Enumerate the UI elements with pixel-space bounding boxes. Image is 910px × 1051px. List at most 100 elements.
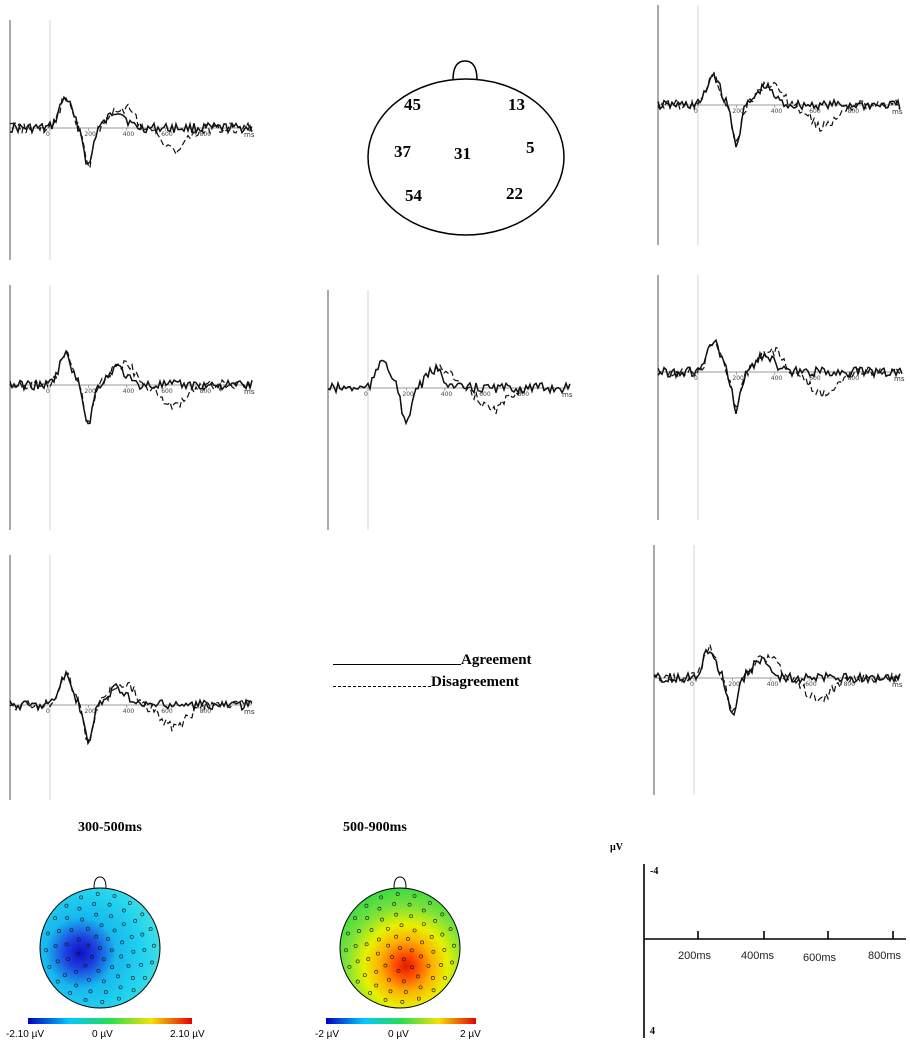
tick-label: 200 bbox=[732, 108, 744, 115]
erp-panel-31: 0 200 400 600 800 ms bbox=[326, 290, 574, 535]
electrode-dot bbox=[433, 919, 438, 923]
erp-panel-22: 0 200 400 600 800 ms bbox=[652, 545, 904, 800]
tick-label: 400 bbox=[767, 681, 779, 688]
electrode-dot bbox=[410, 965, 415, 970]
erp-plot-54: 0 200 400 600 800 ms bbox=[9, 555, 255, 800]
electrode-dot bbox=[344, 948, 348, 953]
electrode-dot bbox=[362, 973, 367, 977]
electrode-dot bbox=[421, 908, 426, 913]
electrode-dot bbox=[450, 960, 454, 965]
unit-label: ms bbox=[244, 131, 255, 139]
electrode-dot bbox=[401, 979, 406, 984]
electrode-dot bbox=[86, 943, 91, 948]
electrode-dot bbox=[374, 983, 379, 988]
scale-tick-label: 800ms bbox=[868, 950, 902, 962]
agreement-waveform bbox=[9, 349, 253, 425]
electrode-dot bbox=[368, 991, 373, 995]
electrode-dot bbox=[364, 903, 369, 908]
scale-tick-label: 200ms bbox=[678, 950, 712, 962]
disagreement-waveform bbox=[9, 672, 253, 744]
electrode-dot bbox=[106, 937, 110, 941]
disagreement-waveform bbox=[9, 349, 253, 423]
nose-shape bbox=[393, 876, 407, 889]
electrode-dot bbox=[419, 954, 424, 959]
tick-label: 800 bbox=[844, 681, 856, 688]
scale-mid-label: 0 µV bbox=[388, 1029, 409, 1040]
scale-top-label: -4 bbox=[650, 866, 658, 877]
electrode-dot bbox=[121, 922, 126, 927]
electrode-dot bbox=[80, 917, 84, 922]
tick-label: 600 bbox=[161, 388, 173, 395]
unit-label: ms bbox=[892, 681, 903, 689]
electrode-dot bbox=[98, 946, 102, 950]
electrode-dot bbox=[110, 965, 115, 970]
tick-label: 0 bbox=[46, 388, 50, 395]
electrode-dot bbox=[426, 963, 431, 968]
tick-label: 400 bbox=[123, 388, 135, 395]
tick-label: 0 bbox=[690, 681, 694, 688]
electrode-dot bbox=[448, 927, 453, 932]
electrode-dot bbox=[109, 914, 113, 919]
electrode-dot bbox=[442, 947, 447, 952]
electrode-dot bbox=[120, 940, 125, 945]
topomap-electrodes bbox=[44, 892, 156, 1004]
electrode-dot bbox=[83, 963, 88, 968]
tick-label: 0 bbox=[46, 708, 50, 715]
electrode-dot bbox=[53, 916, 57, 921]
electrode-dot bbox=[57, 929, 61, 933]
topomap-electrodes bbox=[344, 892, 456, 1004]
topomap-500-900: -2 µV 0 µV 2 µV bbox=[315, 875, 500, 1051]
unit-label: ms bbox=[244, 388, 255, 396]
agreement-waveform bbox=[9, 95, 253, 165]
electrode-dot bbox=[148, 927, 153, 932]
electrode-dot bbox=[407, 902, 412, 907]
scale-unit-label: µV bbox=[610, 842, 624, 853]
electrode-dot bbox=[440, 932, 445, 937]
electrode-dot bbox=[66, 957, 71, 962]
erp-plot-31: 0 200 400 600 800 ms bbox=[327, 290, 573, 530]
tick-label: 600 bbox=[809, 375, 821, 382]
electrode-dot bbox=[126, 963, 131, 968]
tick-label: 800 bbox=[200, 131, 212, 138]
electrode-dot bbox=[53, 944, 58, 949]
tick-label: 200 bbox=[402, 391, 414, 398]
electrode-dot bbox=[87, 977, 91, 982]
electrode-dot bbox=[65, 916, 70, 920]
electrode-dot bbox=[76, 937, 81, 942]
tick-label: 600 bbox=[805, 681, 817, 688]
scale-bottom-label: 4 bbox=[650, 1026, 655, 1037]
solid-line-swatch bbox=[333, 664, 461, 665]
electrode-dot bbox=[377, 906, 382, 911]
agreement-waveform bbox=[653, 648, 901, 717]
electrode-dot bbox=[92, 902, 97, 906]
electrode-label: 45 bbox=[404, 95, 421, 114]
tick-label: 600 bbox=[161, 131, 173, 138]
electrode-dot bbox=[103, 990, 108, 994]
electrode-dot bbox=[388, 989, 393, 994]
topomap-window-title: 300-500ms bbox=[78, 820, 142, 835]
erp-plot-5: 0 200 400 600 800 ms bbox=[657, 275, 905, 520]
electrode-dot bbox=[443, 975, 447, 980]
electrode-dot bbox=[131, 988, 136, 993]
electrode-dot bbox=[395, 892, 400, 896]
electrode-dot bbox=[140, 932, 145, 937]
electrode-dot bbox=[88, 989, 93, 994]
electrode-dot bbox=[101, 957, 106, 962]
scale-min-label: -2 µV bbox=[315, 1029, 339, 1040]
electrode-dot bbox=[383, 998, 388, 1002]
electrode-dot bbox=[369, 928, 374, 933]
condition-legend: Agreement Disagreement bbox=[333, 650, 573, 694]
electrode-dot bbox=[430, 976, 435, 980]
electrode-dot bbox=[376, 937, 381, 942]
electrode-dot bbox=[406, 937, 410, 941]
nose-shape bbox=[93, 876, 107, 889]
electrode-dot bbox=[380, 917, 384, 922]
electrode-dot bbox=[77, 906, 82, 911]
electrode-dot bbox=[127, 901, 132, 905]
unit-label: ms bbox=[894, 375, 905, 383]
unit-label: ms bbox=[562, 391, 573, 399]
tick-label: 800 bbox=[848, 108, 860, 115]
electrode-dot bbox=[112, 928, 117, 933]
topomap-head bbox=[39, 887, 161, 1009]
agreement-waveform bbox=[657, 73, 901, 148]
